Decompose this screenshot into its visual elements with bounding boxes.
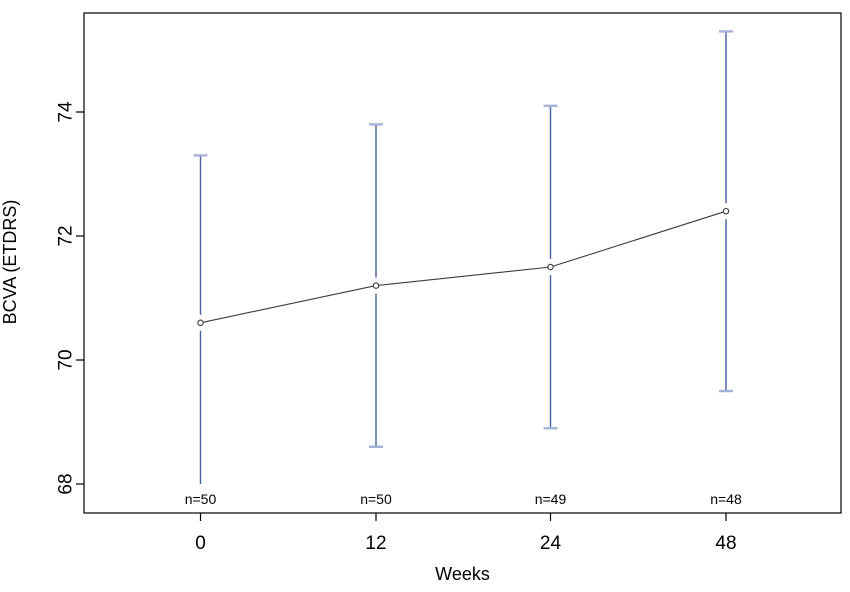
sample-size-label: n=50 [185,491,217,507]
y-axis-tick-label: 68 [56,473,77,494]
series-line [200,210,727,324]
error-bar-week-12 [369,123,383,448]
y-axis-title: BCVA (ETDRS) [0,199,20,325]
data-points [197,207,730,327]
data-point-marker-week-0 [197,319,204,327]
y-axis-tick-label: 74 [56,101,77,123]
error-bar-week-48 [719,30,733,393]
plot-border [83,12,842,514]
error-bars [193,30,733,484]
x-axis-tick-label: 12 [365,533,386,554]
x-axis: 0 n=50 12 n=50 24 n=49 48 n=48 [185,491,742,554]
x-axis-tick-label: 0 [195,533,206,554]
data-point-marker-week-12 [372,282,380,289]
data-point-marker-week-24 [547,263,554,271]
error-bar-week-24 [543,104,558,430]
x-axis-title: Weeks [435,564,490,584]
y-axis-tick-label: 70 [56,349,77,370]
sample-size-label: n=50 [360,491,392,507]
error-bar-week-0 [193,154,208,484]
x-axis-tick-label: 24 [540,533,562,554]
y-axis: 68 70 72 74 [56,101,84,495]
sample-size-label: n=49 [535,491,567,507]
data-point-marker-week-48 [722,207,730,215]
y-axis-tick-label: 72 [56,225,77,246]
sample-size-label: n=48 [710,491,742,507]
x-axis-tick-label: 48 [715,533,736,554]
